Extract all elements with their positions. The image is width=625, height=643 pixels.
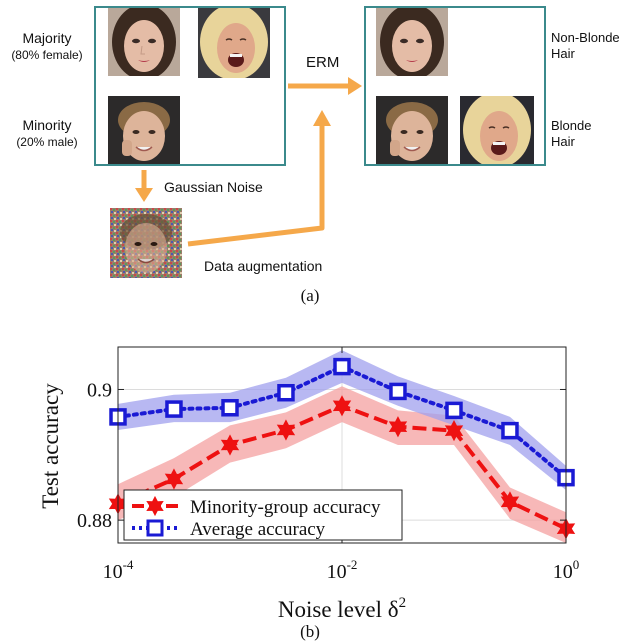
non-blonde-line-2: Hair [551, 46, 575, 61]
face-result-blonde [460, 96, 534, 164]
ytick-label: 0.9 [87, 379, 112, 401]
legend-label-average: Average accuracy [190, 519, 326, 540]
xtick-label: 10-2 [327, 557, 358, 583]
data-point-average [221, 399, 239, 417]
face-noisy-male [110, 208, 182, 278]
x-axis-label-text: Noise level δ [278, 597, 399, 622]
x-axis-label: Noise level δ2 [278, 595, 406, 622]
majority-detail: (80% female) [11, 48, 83, 62]
majority-label: Majority (80% female) [2, 30, 92, 62]
xtick-label: 10-4 [103, 557, 134, 583]
data-point-minority [276, 419, 296, 441]
plot-frame [117, 346, 567, 544]
data-point-average [445, 401, 463, 420]
legend-label-minority: Minority-group accuracy [190, 497, 381, 518]
data-point-average [165, 400, 183, 418]
blonde-line-1: Blonde [551, 118, 592, 133]
data-point-average [389, 382, 407, 401]
gaussian-noise-label: Gaussian Noise [164, 179, 263, 195]
data-point-minority [500, 491, 520, 513]
data-point-minority [444, 420, 464, 442]
blonde-hair-label: Blonde Hair [551, 118, 591, 150]
legend: Minority-group accuracy Average accuracy [123, 489, 403, 541]
data-point-minority [388, 416, 408, 438]
blonde-line-2: Hair [551, 134, 575, 149]
erm-arrow [288, 77, 362, 95]
face-majority-blonde [198, 8, 270, 78]
caption-b: (b) [300, 622, 320, 641]
y-axis-label: Test accuracy [38, 383, 63, 509]
face-result-male [376, 96, 448, 164]
xtick-base: 10 [103, 561, 123, 583]
data-point-average [277, 383, 295, 402]
xtick-exp: -2 [347, 557, 358, 572]
non-blonde-hair-label: Non-Blonde Hair [551, 30, 620, 62]
training-set-frame [94, 6, 286, 166]
non-blonde-line-1: Non-Blonde [551, 30, 620, 45]
data-point-minority [332, 395, 352, 417]
minority-detail: (20% male) [16, 135, 78, 149]
result-frame [364, 6, 546, 166]
face-minority-male [108, 96, 180, 164]
legend-marker-average [146, 519, 164, 537]
data-point-minority [220, 434, 240, 456]
majority-name: Majority [22, 30, 72, 46]
ytick-label: 0.88 [77, 510, 112, 532]
legend-box [123, 489, 403, 541]
xtick-base: 10 [553, 561, 573, 583]
data-point-minority [164, 468, 184, 490]
xtick-exp: 0 [573, 557, 580, 572]
face-majority-brunette [108, 8, 180, 76]
data-point-average [501, 421, 519, 440]
legend-marker-minority [146, 495, 164, 517]
xtick-exp: -4 [123, 557, 134, 572]
augmentation-arrow [187, 110, 331, 247]
erm-label: ERM [306, 54, 340, 71]
series-markers [108, 357, 576, 540]
x-axis-label-sup: 2 [399, 595, 407, 611]
face-result-brunette [376, 8, 448, 76]
caption-a: (a) [300, 286, 320, 305]
noise-arrow [135, 170, 153, 202]
data-point-average [333, 357, 351, 376]
minority-name: Minority [22, 117, 72, 133]
xtick-base: 10 [327, 561, 347, 583]
minority-label: Minority (20% male) [2, 117, 92, 149]
xtick-label: 100 [553, 557, 580, 583]
augmentation-label: Data augmentation [204, 258, 323, 274]
